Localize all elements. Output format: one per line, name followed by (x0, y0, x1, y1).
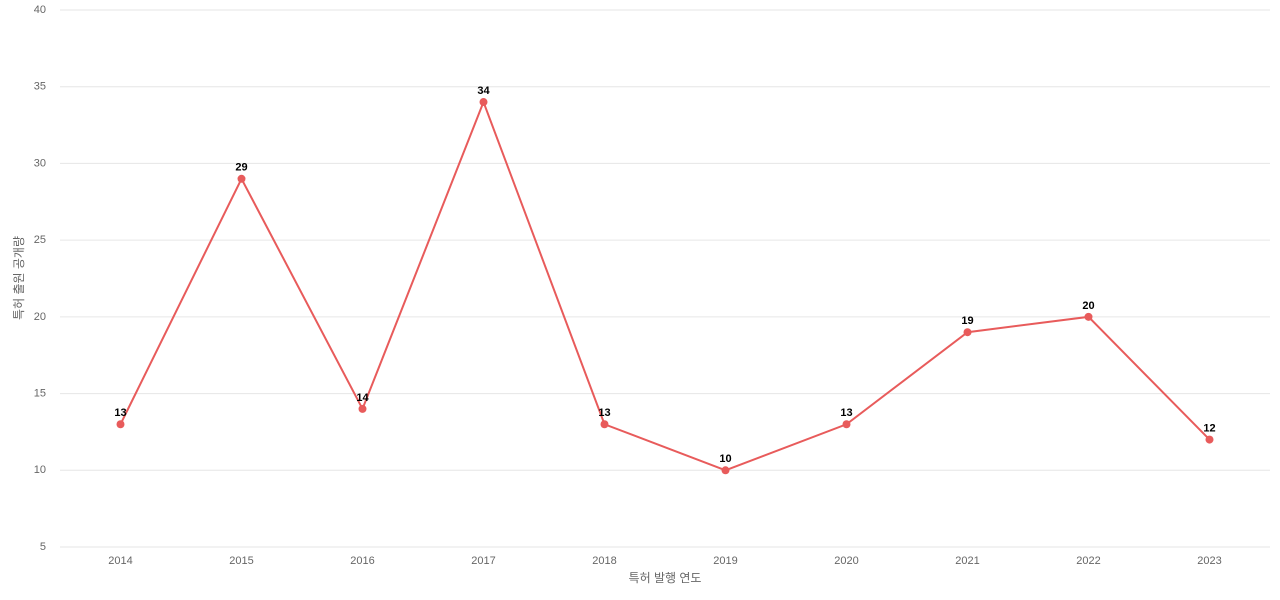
data-point (479, 98, 488, 107)
data-label: 20 (1082, 300, 1094, 312)
data-point (358, 404, 367, 413)
x-tick-label: 2021 (955, 555, 979, 567)
data-label: 13 (598, 407, 610, 419)
data-label: 29 (235, 162, 247, 174)
data-line (119, 99, 1211, 472)
data-label: 12 (1203, 423, 1215, 435)
data-label: 13 (114, 407, 126, 419)
data-point (1205, 435, 1214, 444)
data-point (237, 174, 246, 183)
y-tick-label: 5 (40, 541, 46, 553)
y-tick-label: 30 (34, 157, 46, 169)
data-label: 34 (477, 85, 490, 97)
data-point (842, 420, 851, 429)
data-point (600, 420, 609, 429)
y-tick-label: 40 (34, 4, 46, 16)
x-tick-label: 2020 (834, 555, 858, 567)
x-tick-label: 2019 (713, 555, 737, 567)
data-point (1084, 312, 1093, 321)
x-tick-label: 2014 (108, 555, 132, 567)
y-tick-label: 10 (34, 464, 46, 476)
y-tick-label: 15 (34, 387, 46, 399)
y-tick-label: 25 (34, 234, 46, 246)
x-tick-label: 2018 (592, 555, 616, 567)
data-label: 10 (719, 453, 731, 465)
data-label: 13 (840, 407, 852, 419)
x-axis-title: 특허 발행 연도 (629, 570, 702, 585)
data-label: 14 (356, 392, 369, 404)
data-point (116, 420, 125, 429)
x-tick-label: 2015 (229, 555, 253, 567)
data-label: 19 (961, 315, 973, 327)
data-point (963, 328, 972, 337)
x-tick-label: 2022 (1076, 555, 1100, 567)
x-tick-label: 2016 (350, 555, 374, 567)
y-tick-label: 20 (34, 311, 46, 323)
y-tick-label: 35 (34, 81, 46, 93)
y-axis-title: 특허 출원 공개량 (12, 236, 26, 320)
x-tick-label: 2023 (1197, 555, 1221, 567)
data-point (721, 466, 730, 475)
x-tick-label: 2017 (471, 555, 495, 567)
